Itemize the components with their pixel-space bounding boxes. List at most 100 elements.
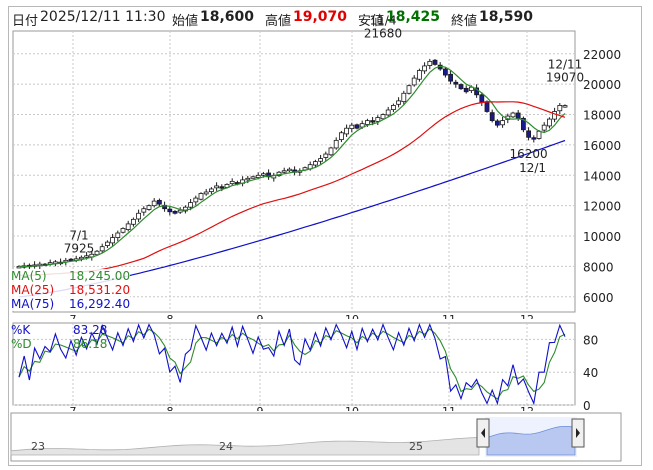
x-tick-label: 10 [345, 313, 359, 319]
stoch-y-label: 0 [583, 399, 591, 411]
open-value: 18,600 [200, 9, 255, 25]
ma25-line [18, 101, 566, 277]
navigator-selected-area [486, 426, 576, 456]
annotation-price: 19070 [546, 70, 584, 84]
candle-body [344, 127, 350, 135]
navigator-handle-right[interactable] [571, 418, 585, 448]
y-tick-label: 16000 [583, 139, 621, 153]
candle-body [448, 73, 454, 82]
candle-body [125, 223, 131, 230]
navigator-history [10, 437, 480, 456]
annotation-date: 7/1 [69, 229, 88, 243]
candle-body [521, 117, 526, 131]
candle-body [463, 87, 469, 93]
y-tick-label: 18000 [583, 109, 621, 123]
ma5-legend-row: MA(5) 18,245.00 [11, 269, 130, 283]
high-label: 高値 [265, 14, 292, 29]
navigator-handle-left[interactable] [476, 418, 490, 448]
chevron-left-icon [481, 428, 485, 438]
annotation-price: 7925 [64, 242, 95, 256]
x-tick-label: 7 [70, 313, 77, 319]
candle-body [286, 168, 292, 172]
y-tick-label: 12000 [583, 200, 621, 214]
candle-body [515, 112, 521, 120]
candle-body [84, 255, 89, 258]
candle-body [136, 212, 141, 220]
candle-body [390, 105, 396, 111]
candle-body [141, 208, 147, 213]
stoch-y-label: 40 [583, 366, 598, 380]
x-tick-label: 10 [345, 405, 359, 411]
candle-body [416, 70, 422, 80]
y-tick-label: 20000 [583, 78, 621, 92]
ma5-value: 18,245.00 [69, 269, 131, 283]
candle-body [229, 180, 235, 185]
annotation-price: 16200 [510, 147, 548, 161]
candle-body [375, 117, 381, 122]
candle-body [432, 59, 438, 65]
candle-body [552, 111, 557, 120]
x-tick-label: 8 [167, 313, 174, 319]
ma5-line [18, 65, 566, 267]
candle-body [442, 68, 448, 76]
navigator-year-label: 24 [219, 440, 233, 453]
d-value: 86.18 [73, 337, 108, 351]
candle-body [250, 176, 256, 179]
x-tick-label: 12 [520, 405, 534, 411]
candle-body [323, 153, 329, 158]
ma-legend: MA(5) 18,245.00 MA(25) 18,531.20 MA(75) 16,… [11, 269, 131, 311]
ma75-value: 16,292.40 [69, 297, 131, 311]
k-line [18, 322, 566, 406]
candle-body [489, 112, 495, 122]
candle-body [281, 170, 287, 173]
navigator-bar[interactable]: 23 24 25 [9, 411, 641, 465]
chevron-right-icon [576, 428, 580, 438]
candle-body [255, 174, 261, 178]
candle-body [79, 256, 84, 260]
candle-body [167, 208, 173, 213]
annotation-date: 12/1 [519, 161, 546, 175]
ma75-label: MA(75) [11, 297, 55, 311]
candle-body [333, 139, 339, 149]
ma75-legend-row: MA(75) 16,292.40 [11, 297, 130, 311]
candle-body [479, 94, 485, 103]
candle-body [385, 109, 391, 116]
candle-body [547, 118, 552, 127]
ma25-value: 18,531.20 [69, 283, 131, 297]
x-tick-label: 12 [520, 313, 534, 319]
y-tick-label: 22000 [583, 48, 621, 62]
candle-body [266, 172, 272, 178]
y-tick-label: 10000 [583, 230, 621, 244]
chart-window: 日付 2025/12/11 11:30 始値 18,600 高値 19,070 … [8, 6, 642, 466]
date-label: 日付 [12, 14, 39, 29]
candle-body [182, 206, 188, 212]
d-legend-row: %D 86.18 [11, 337, 107, 351]
candle-body [198, 193, 204, 200]
datetime-value: 2025/12/11 11:30 [40, 9, 166, 25]
candle-body [354, 124, 360, 129]
annotation-date: 12/11 [548, 57, 583, 71]
candle-body [531, 137, 537, 140]
price-header: 日付 2025/12/11 11:30 始値 18,600 高値 19,070 … [9, 7, 641, 29]
y-tick-label: 6000 [583, 291, 614, 305]
candle-body [562, 105, 568, 108]
candle-body [172, 210, 178, 214]
d-label: %D [11, 337, 32, 351]
d-line [18, 328, 566, 400]
candle-body [401, 92, 407, 103]
candle-body [16, 266, 22, 269]
candle-body [536, 130, 542, 139]
k-label: %K [11, 323, 31, 337]
candle-body [453, 81, 459, 85]
candle-body [494, 120, 500, 126]
x-tick-label: 9 [257, 405, 264, 411]
ma5-label: MA(5) [11, 269, 47, 283]
candle-body [188, 202, 194, 208]
stoch-y-label: 80 [583, 333, 598, 347]
ma25-legend-row: MA(25) 18,531.20 [11, 283, 130, 297]
x-tick-label: 11 [442, 313, 456, 319]
candle-body [422, 65, 428, 72]
high-value: 19,070 [293, 9, 348, 25]
candle-body [94, 250, 100, 256]
candle-body [338, 132, 344, 141]
